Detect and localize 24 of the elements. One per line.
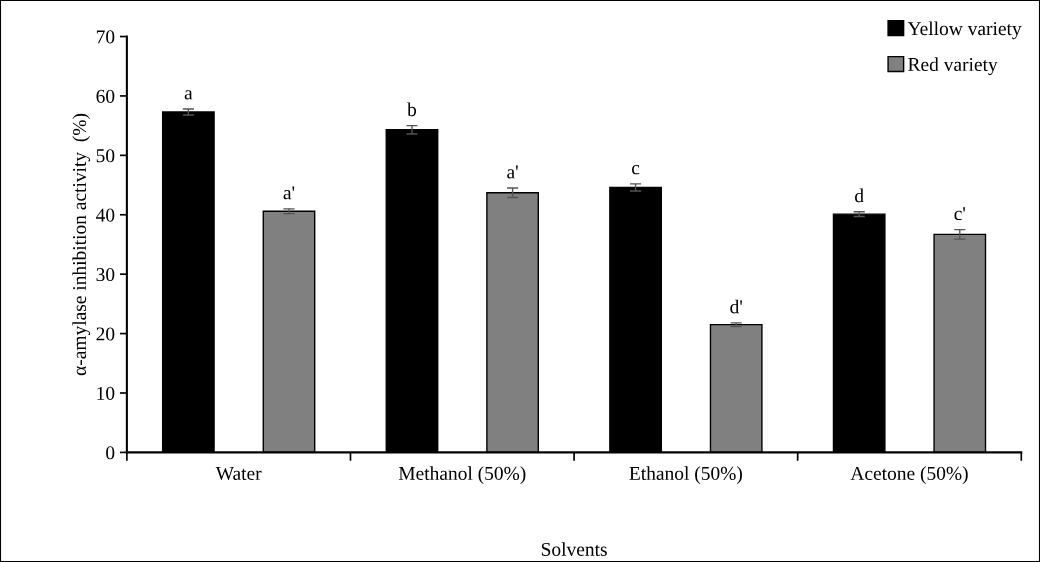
y-tick-label: 50 <box>96 149 115 163</box>
x-axis-title: Solvents <box>541 542 607 556</box>
x-tick-label: Methanol (50%) <box>398 466 526 484</box>
y-tick-label: 0 <box>106 446 115 460</box>
x-tick-label: Ethanol (50%) <box>629 466 742 484</box>
data-label: c' <box>954 207 966 221</box>
y-axis-title: α-amylase inhibition activity (%) <box>72 113 91 376</box>
y-tick-label: 30 <box>96 267 115 282</box>
y-tick-label: 70 <box>96 30 115 44</box>
y-tick-label: 10 <box>97 386 115 400</box>
data-label: b <box>407 102 417 117</box>
data-label: a' <box>507 165 518 179</box>
y-tick-label: 40 <box>96 208 115 222</box>
y-tick-label: 20 <box>96 327 115 341</box>
data-label: a' <box>283 186 295 200</box>
legend-label: Red variety <box>908 57 998 76</box>
legend-label: Yellow variety <box>907 21 1022 40</box>
data-label: d <box>855 188 864 203</box>
data-label: c <box>632 165 640 175</box>
y-tick-label: 60 <box>96 89 115 103</box>
data-label: a <box>184 90 193 100</box>
x-tick-label: Acetone (50%) <box>850 466 968 484</box>
x-tick-label: Water <box>215 467 262 481</box>
data-label: d' <box>730 299 742 314</box>
